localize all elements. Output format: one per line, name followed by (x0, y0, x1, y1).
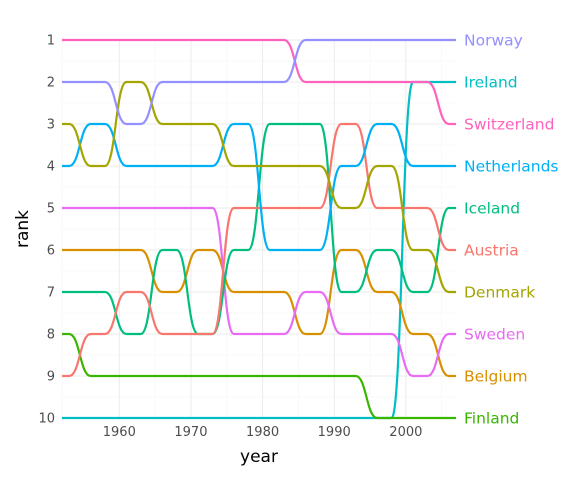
series-line-ireland (62, 80, 456, 420)
y-axis-ticks: 1 2 3 4 5 6 7 8 9 10 (38, 34, 55, 427)
series-lines (62, 38, 456, 420)
series-line-switzerland (62, 38, 456, 126)
end-label-sweden: Sweden (464, 326, 525, 344)
y-tick-label: 5 (47, 202, 55, 217)
x-tick-label: 1980 (246, 425, 279, 440)
x-tick-label: 2000 (389, 425, 422, 440)
end-label-denmark: Denmark (464, 284, 535, 302)
series-line-finland (62, 332, 456, 420)
series-line-sweden (62, 206, 456, 378)
y-tick-label: 4 (47, 160, 55, 175)
end-label-switzerland: Switzerland (464, 116, 554, 134)
x-axis-title: year (240, 447, 278, 467)
y-tick-label: 8 (47, 328, 55, 343)
end-label-iceland: Iceland (464, 200, 520, 218)
end-label-austria: Austria (464, 242, 519, 260)
y-tick-label: 1 (47, 34, 55, 49)
x-tick-label: 1970 (174, 425, 207, 440)
series-end-labels: Norway Ireland Switzerland Netherlands Icela… (464, 32, 558, 428)
series-line-austria (62, 122, 456, 378)
end-label-belgium: Belgium (464, 368, 528, 386)
x-tick-label: 1990 (318, 425, 351, 440)
series-line-belgium (62, 248, 456, 378)
y-tick-label: 3 (47, 118, 55, 133)
y-tick-label: 7 (47, 286, 55, 301)
end-label-finland: Finland (464, 410, 519, 428)
series-line-denmark (62, 80, 456, 294)
x-axis-ticks: 1960 1970 1980 1990 2000 (103, 425, 423, 440)
end-label-ireland: Ireland (464, 74, 518, 92)
series-line-norway (62, 38, 456, 126)
y-axis-title: rank (13, 210, 33, 248)
x-tick-label: 1960 (103, 425, 136, 440)
end-label-norway: Norway (464, 32, 523, 50)
y-tick-label: 6 (47, 244, 55, 259)
y-tick-label: 10 (38, 412, 55, 427)
y-tick-label: 2 (47, 76, 55, 91)
y-tick-label: 9 (47, 370, 55, 385)
end-label-netherlands: Netherlands (464, 158, 558, 176)
series-line-netherlands (62, 122, 456, 252)
